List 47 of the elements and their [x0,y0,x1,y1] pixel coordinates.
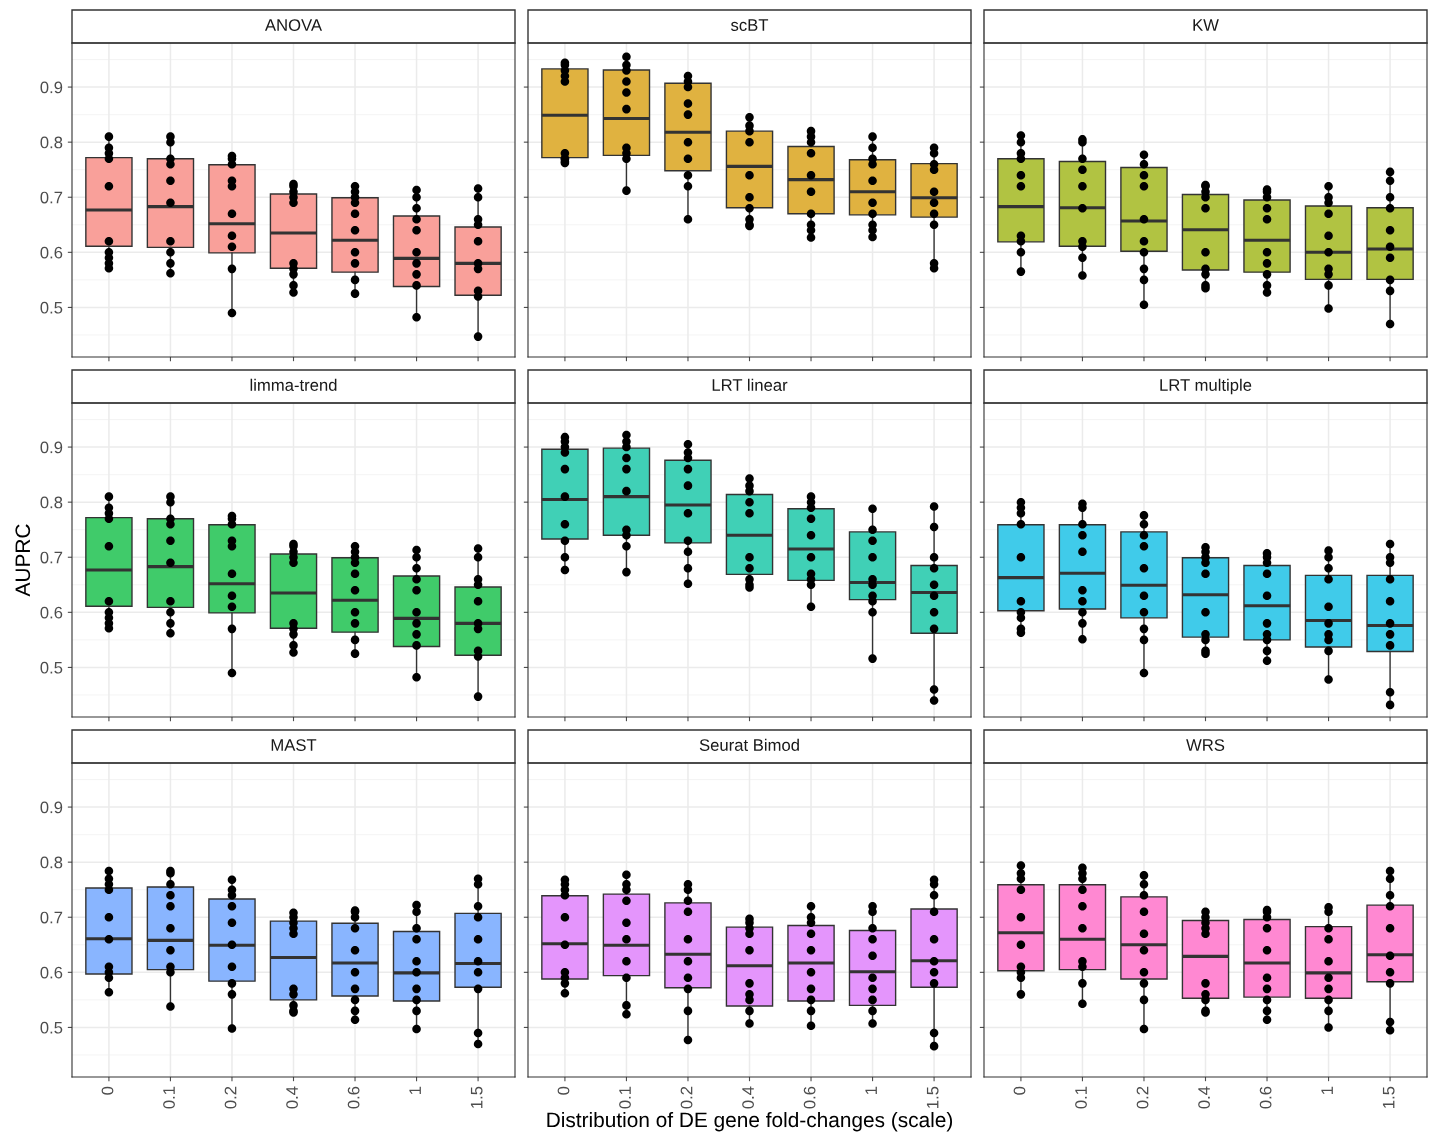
x-tick-label: 0.2 [680,1086,693,1109]
x-tick-label: 0.6 [1259,1086,1272,1109]
x-tick-label: 0 [1013,1086,1026,1095]
y-tick-label: 0.9 [40,801,63,814]
x-tick-label: 0.2 [1136,1086,1149,1109]
x-axis-title: Distribution of DE gene fold-changes (scale) [547,1111,953,1132]
chart-title: LRT linear [712,378,788,391]
y-tick-label: 0.6 [40,246,63,259]
y-tick-label: 0.5 [40,661,63,674]
chart-title: LRT multiple [1160,378,1252,395]
chart-title: limma-trend [250,378,337,391]
y-tick-label: 0.8 [40,136,63,149]
x-tick-label: 0.6 [803,1086,816,1109]
x-tick-label: 0.6 [347,1086,360,1109]
x-tick-label: 0.1 [619,1086,631,1109]
x-tick-label: 1 [1321,1086,1333,1095]
y-tick-label: 0.5 [40,1021,63,1034]
y-tick-label: 0.7 [40,551,63,564]
y-axis-title: AUPRC [15,524,31,597]
y-tick-label: 0.5 [40,301,63,314]
x-tick-label: 0.2 [224,1086,237,1109]
y-tick-label: 0.9 [40,441,63,454]
x-tick-label: 0.1 [163,1086,175,1109]
y-tick-label: 0.9 [40,81,63,94]
x-tick-label: 1 [409,1086,421,1095]
x-tick-label: 0 [557,1086,570,1095]
x-tick-label: 0.4 [742,1086,754,1109]
x-tick-label: 0.4 [1198,1086,1210,1109]
x-tick-label: 1 [865,1086,877,1095]
x-tick-label: 1.5 [470,1086,483,1108]
y-tick-label: 0.6 [40,606,63,619]
x-tick-label: 1.5 [926,1086,939,1108]
chart-title: Seurat Bimod [699,738,799,751]
x-tick-label: 1.5 [1382,1086,1395,1108]
chart-title: KW [1193,19,1219,31]
y-tick-label: 0.6 [40,966,63,979]
chart-title: scBT [730,19,769,31]
x-tick-label: 0.1 [1075,1086,1087,1109]
y-tick-label: 0.8 [40,856,63,869]
y-tick-label: 0.8 [40,496,63,509]
y-tick-label: 0.7 [40,191,63,204]
chart-title: WRS [1186,739,1225,751]
y-tick-label: 0.7 [40,911,63,924]
chart-title: MAST [271,739,317,751]
x-tick-label: 0 [101,1086,114,1095]
chart-title: ANOVA [264,19,323,31]
x-tick-label: 0.4 [286,1086,298,1109]
